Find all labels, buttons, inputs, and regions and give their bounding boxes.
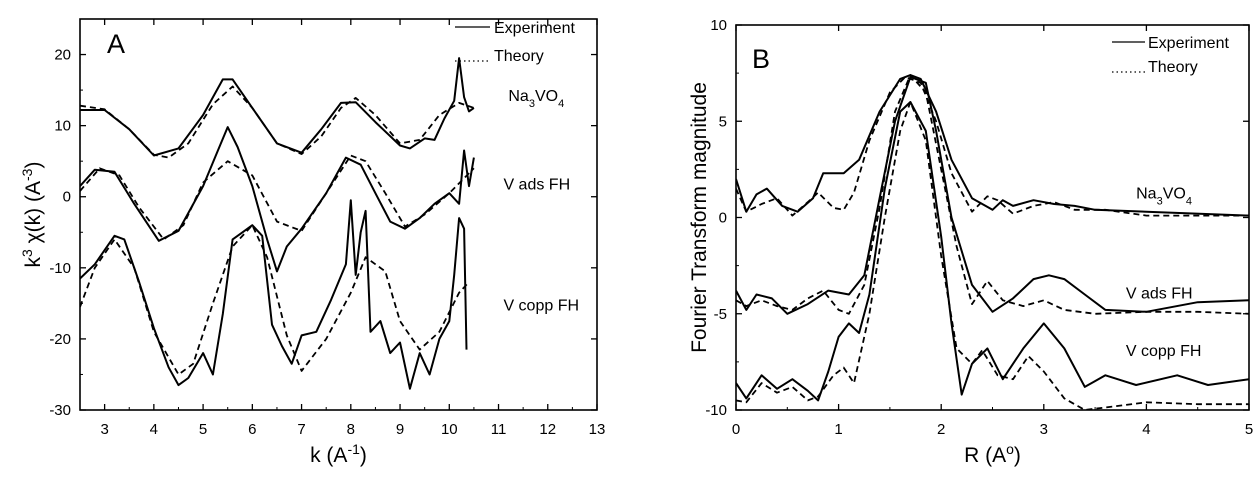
x-axis-title: k (A-1) bbox=[310, 441, 367, 467]
panel-a: 3 4 5 6 7 8 9 10 11 12 13 -30 -20 -10 0 10 20 k (A-1) k3 χ… bbox=[19, 18, 606, 467]
series-line-experiment bbox=[80, 126, 475, 273]
legend-label: Theory bbox=[494, 48, 544, 65]
x-tick-label: 2 bbox=[937, 421, 945, 438]
x-tick-label: 4 bbox=[150, 421, 158, 438]
series-line-theory bbox=[80, 85, 475, 159]
x-tick-label: 11 bbox=[491, 421, 507, 438]
y-tick-label: -30 bbox=[49, 402, 71, 419]
x-tick-label: 4 bbox=[1142, 421, 1150, 438]
y-axis-title: k3 χ(k) (A-3) bbox=[19, 162, 45, 268]
x-tick-label: 6 bbox=[248, 421, 256, 438]
x-tick-label: 3 bbox=[100, 421, 108, 438]
y-tick-label: 5 bbox=[719, 113, 727, 130]
series-group bbox=[736, 74, 1249, 410]
series-line-experiment bbox=[736, 76, 1249, 315]
curve-label: Na3VO4 bbox=[1136, 185, 1192, 207]
x-axis-title: R (Ao) bbox=[964, 441, 1021, 467]
y-tick-label: 10 bbox=[54, 118, 71, 135]
y-tick-label: 0 bbox=[719, 210, 727, 227]
y-tick-label: -5 bbox=[714, 306, 727, 323]
x-tick-label: 12 bbox=[539, 421, 556, 438]
plot-frame bbox=[79, 18, 598, 411]
y-tick-label: 20 bbox=[54, 47, 71, 64]
panel-letter: B bbox=[752, 44, 770, 74]
series-line-experiment bbox=[80, 199, 468, 390]
x-tick-label: 7 bbox=[297, 421, 305, 438]
x-tick-label: 1 bbox=[834, 421, 842, 438]
curve-label: V ads FH bbox=[503, 177, 570, 194]
legend-label: Experiment bbox=[1148, 35, 1229, 52]
series-group bbox=[80, 57, 475, 390]
panel-letter: A bbox=[107, 29, 125, 59]
x-tick-label: 5 bbox=[1245, 421, 1253, 438]
y-tick-label: -10 bbox=[49, 260, 71, 277]
series-line-theory bbox=[80, 154, 475, 241]
curve-label: V ads FH bbox=[1126, 285, 1193, 302]
panel-b: 0 1 2 3 4 5 -10 -5 0 5 10 R (Ao) Fourier Transform m… bbox=[688, 17, 1253, 467]
x-tick-label: 3 bbox=[1040, 421, 1048, 438]
y-tick-label: -10 bbox=[705, 402, 727, 419]
curve-label: V copp FH bbox=[503, 297, 579, 314]
series-line-theory bbox=[736, 74, 1249, 315]
series-line-theory bbox=[80, 224, 470, 376]
series-line-theory bbox=[736, 76, 1249, 217]
x-tick-label: 9 bbox=[396, 421, 404, 438]
legend-label: Theory bbox=[1148, 59, 1198, 76]
x-tick-label: 10 bbox=[441, 421, 458, 438]
y-tick-label: 10 bbox=[710, 17, 727, 34]
curve-label: V copp FH bbox=[1126, 343, 1202, 360]
series-line-experiment bbox=[80, 57, 475, 157]
y-tick-label: -20 bbox=[49, 331, 71, 348]
legend-label: Experiment bbox=[494, 20, 575, 37]
y-axis-title: Fourier Transform magnitude bbox=[688, 82, 711, 353]
x-tick-label: 5 bbox=[199, 421, 207, 438]
series-line-theory bbox=[736, 101, 1249, 410]
y-tick-label: 0 bbox=[63, 189, 71, 206]
x-tick-label: 0 bbox=[732, 421, 740, 438]
curve-label: Na3VO4 bbox=[508, 88, 564, 110]
x-tick-label: 13 bbox=[589, 421, 606, 438]
series-line-experiment bbox=[736, 101, 1249, 402]
x-tick-label: 8 bbox=[347, 421, 355, 438]
